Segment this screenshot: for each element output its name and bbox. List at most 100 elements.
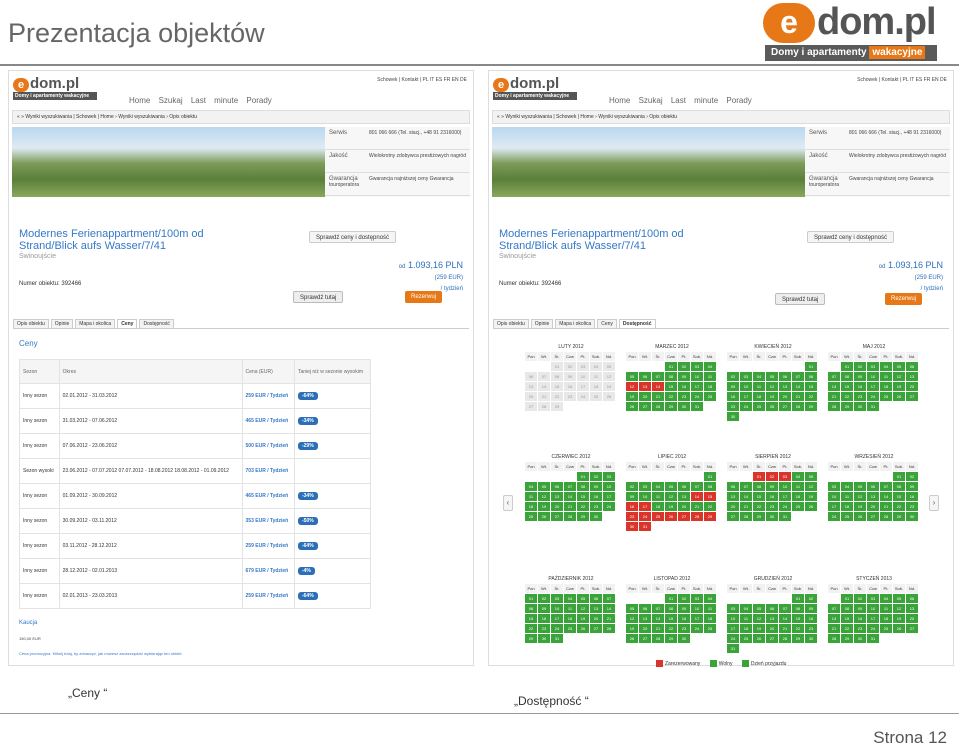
day-cell[interactable]: 19 <box>766 392 778 401</box>
day-cell[interactable]: 27 <box>727 512 739 521</box>
day-cell[interactable]: 02 <box>854 362 866 371</box>
day-cell[interactable]: 27 <box>525 402 537 411</box>
day-cell[interactable]: 23 <box>727 402 739 411</box>
day-cell[interactable]: 03 <box>551 594 563 603</box>
day-cell[interactable]: 08 <box>704 482 716 491</box>
day-cell[interactable]: 12 <box>766 382 778 391</box>
day-cell[interactable]: 23 <box>590 502 602 511</box>
day-cell[interactable]: 02 <box>766 472 778 481</box>
nav-home[interactable]: Home <box>129 96 151 105</box>
day-cell[interactable]: 09 <box>590 482 602 491</box>
day-cell[interactable]: 27 <box>678 512 690 521</box>
tab-opinie[interactable]: Opinie <box>50 319 74 329</box>
day-cell[interactable]: 18 <box>880 382 892 391</box>
day-cell[interactable]: 13 <box>551 492 563 501</box>
day-cell[interactable]: 22 <box>841 392 853 401</box>
day-cell[interactable]: 15 <box>704 492 716 501</box>
day-cell[interactable]: 22 <box>704 502 716 511</box>
day-cell[interactable]: 16 <box>590 492 602 501</box>
day-cell[interactable]: 05 <box>626 372 638 381</box>
day-cell[interactable]: 31 <box>867 402 879 411</box>
day-cell[interactable]: 19 <box>538 502 550 511</box>
day-cell[interactable]: 07 <box>779 604 791 613</box>
day-cell[interactable]: 23 <box>854 392 866 401</box>
day-cell[interactable]: 01 <box>665 362 677 371</box>
day-cell[interactable]: 10 <box>727 614 739 623</box>
day-cell[interactable]: 03 <box>867 362 879 371</box>
day-cell[interactable]: 14 <box>740 492 752 501</box>
day-cell[interactable]: 23 <box>766 502 778 511</box>
day-cell[interactable]: 05 <box>805 472 817 481</box>
day-cell[interactable]: 11 <box>841 492 853 501</box>
day-cell[interactable]: 27 <box>906 392 918 401</box>
day-cell[interactable]: 24 <box>867 624 879 633</box>
day-cell[interactable]: 15 <box>665 382 677 391</box>
check-availability-link[interactable]: Sprawdź ceny i dostępność <box>807 231 895 243</box>
day-cell[interactable]: 24 <box>577 392 589 401</box>
day-cell[interactable]: 06 <box>678 482 690 491</box>
check-here-button[interactable]: Sprawdź tutaj <box>293 291 344 303</box>
day-cell[interactable]: 19 <box>854 502 866 511</box>
day-cell[interactable]: 09 <box>678 372 690 381</box>
day-cell[interactable]: 04 <box>704 362 716 371</box>
day-cell[interactable]: 19 <box>577 614 589 623</box>
day-cell[interactable]: 29 <box>665 402 677 411</box>
day-cell[interactable]: 18 <box>880 614 892 623</box>
day-cell[interactable]: 17 <box>551 614 563 623</box>
day-cell[interactable]: 21 <box>828 392 840 401</box>
day-cell[interactable]: 01 <box>841 362 853 371</box>
day-cell[interactable]: 06 <box>639 604 651 613</box>
day-cell[interactable]: 28 <box>652 402 664 411</box>
day-cell[interactable]: 18 <box>652 502 664 511</box>
nav-home[interactable]: Home <box>609 96 631 105</box>
day-cell[interactable]: 25 <box>753 402 765 411</box>
day-cell[interactable]: 30 <box>678 402 690 411</box>
day-cell[interactable]: 08 <box>525 604 537 613</box>
day-cell[interactable]: 29 <box>805 402 817 411</box>
day-cell[interactable]: 23 <box>538 624 550 633</box>
day-cell[interactable]: 01 <box>577 472 589 481</box>
nav-szukaj[interactable]: Szukaj <box>158 96 183 105</box>
day-cell[interactable]: 27 <box>551 512 563 521</box>
day-cell[interactable]: 19 <box>626 392 638 401</box>
day-cell[interactable]: 20 <box>639 624 651 633</box>
tab-opinie[interactable]: Opinie <box>530 319 554 329</box>
day-cell[interactable]: 25 <box>525 512 537 521</box>
day-cell[interactable]: 10 <box>867 372 879 381</box>
day-cell[interactable]: 03 <box>867 594 879 603</box>
day-cell[interactable]: 13 <box>639 614 651 623</box>
day-cell[interactable]: 15 <box>665 614 677 623</box>
day-cell[interactable]: 12 <box>753 614 765 623</box>
day-cell[interactable]: 15 <box>841 614 853 623</box>
day-cell[interactable]: 31 <box>551 634 563 643</box>
day-cell[interactable]: 10 <box>691 372 703 381</box>
check-here-button[interactable]: Sprawdź tutaj <box>775 293 826 305</box>
day-cell[interactable]: 05 <box>626 604 638 613</box>
day-cell[interactable]: 25 <box>792 502 804 511</box>
day-cell[interactable]: 16 <box>678 614 690 623</box>
day-cell[interactable]: 27 <box>639 634 651 643</box>
day-cell[interactable]: 25 <box>880 392 892 401</box>
day-cell[interactable]: 15 <box>753 492 765 501</box>
day-cell[interactable]: 11 <box>525 492 537 501</box>
day-cell[interactable]: 26 <box>538 512 550 521</box>
day-cell[interactable]: 01 <box>805 362 817 371</box>
day-cell[interactable]: 10 <box>867 604 879 613</box>
day-cell[interactable]: 09 <box>854 372 866 381</box>
day-cell[interactable]: 16 <box>854 614 866 623</box>
day-cell[interactable]: 21 <box>538 392 550 401</box>
day-cell[interactable]: 12 <box>538 492 550 501</box>
day-cell[interactable]: 09 <box>805 604 817 613</box>
day-cell[interactable]: 16 <box>854 382 866 391</box>
day-cell[interactable]: 08 <box>665 604 677 613</box>
day-cell[interactable]: 07 <box>538 372 550 381</box>
day-cell[interactable]: 17 <box>727 624 739 633</box>
day-cell[interactable]: 19 <box>893 382 905 391</box>
day-cell[interactable]: 30 <box>678 634 690 643</box>
day-cell[interactable]: 08 <box>665 372 677 381</box>
day-cell[interactable]: 07 <box>652 604 664 613</box>
day-cell[interactable]: 25 <box>564 624 576 633</box>
day-cell[interactable]: 02 <box>590 472 602 481</box>
day-cell[interactable]: 24 <box>828 512 840 521</box>
day-cell[interactable]: 05 <box>538 482 550 491</box>
